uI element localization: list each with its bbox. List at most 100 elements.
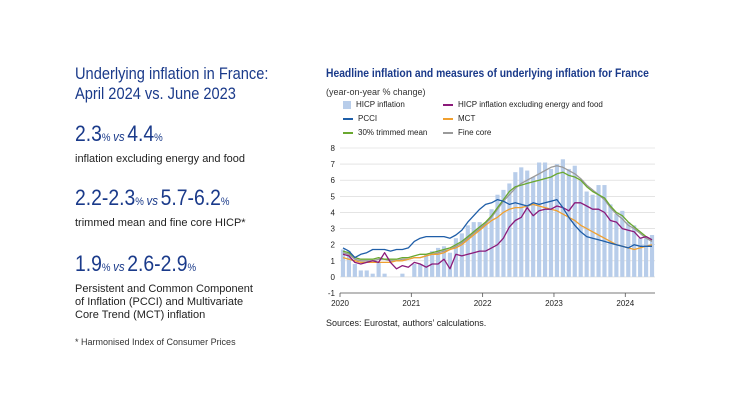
hicp-bar (418, 264, 423, 277)
stat-description-line: of Inflation (PCCI) and Multivariate (75, 296, 244, 308)
legend-item-finecore: Fine core (443, 128, 491, 137)
hicp-bar (566, 168, 571, 277)
y-tick-label: 0 (331, 273, 336, 282)
legend-label: Fine core (458, 128, 492, 137)
hicp-bar (447, 252, 453, 277)
hicp-bar (495, 194, 500, 277)
hicp-bar (424, 254, 429, 277)
vs-label: vs (113, 129, 125, 144)
hicp-bar (525, 170, 530, 277)
hicp-bar (614, 214, 619, 277)
legend-item-pcci: PCCI (343, 114, 377, 123)
y-tick-label: 3 (331, 225, 336, 234)
stat-value: 2.3% vs 4.4% (75, 122, 225, 150)
hicp-bar (352, 264, 357, 277)
hicp-bar (584, 191, 589, 277)
hicp-bar (412, 264, 417, 277)
legend-line-core (443, 103, 453, 106)
hicp-bar (358, 270, 363, 277)
stat-description: inflation excluding energy and food (75, 153, 246, 165)
stat-description-line: Persistent and Common Component (75, 283, 253, 295)
y-tick-label: 5 (331, 192, 336, 201)
hicp-bar (649, 235, 655, 277)
stat-value-june: 4.4 (127, 121, 155, 146)
stat-description-line: Core Trend (MCT) inflation (75, 309, 206, 321)
percent-unit: % (220, 196, 230, 208)
series-line-pcci (342, 198, 652, 259)
stat-value-april: 2.3 (75, 121, 102, 146)
headline-line-1: Underlying inflation in France: (75, 64, 269, 83)
hicp-bar (453, 238, 458, 277)
headline-line-2: April 2024 vs. June 2023 (75, 84, 236, 103)
hicp-bar (459, 233, 464, 277)
summary-headline: Underlying inflation in France: April 20… (75, 64, 290, 104)
hicp-bar (519, 167, 524, 277)
hicp-bar (548, 168, 554, 277)
series-line-hicp-inflation-excluding-energy-and-food (342, 202, 653, 270)
chart-source: Sources: Eurostat, authors’ calculations… (326, 318, 487, 328)
chart-legend: HICP inflation HICP inflation excluding … (343, 100, 673, 140)
hicp-bar (364, 270, 369, 277)
hicp-bar (370, 273, 375, 277)
hicp-bar (632, 225, 637, 277)
legend-label: MCT (458, 114, 476, 123)
chart-plot: -1 0 1 2 3 4 5 6 7 8 2020 2021 2022 2023 2024 (328, 144, 655, 308)
hicp-bar (471, 222, 476, 277)
percent-unit: % (101, 262, 111, 274)
hicp-bar (644, 238, 649, 277)
legend-line-pcci (343, 117, 353, 120)
series-line-30-trimmed-mean (342, 171, 653, 260)
hicp-bar (554, 164, 560, 277)
hicp-bar (537, 162, 542, 277)
percent-unit: % (101, 132, 111, 144)
hicp-bar (501, 189, 506, 277)
hicp-bar (620, 210, 625, 277)
y-tick-label: 6 (331, 176, 336, 185)
hicp-bar (531, 177, 536, 277)
hicp-bar (608, 204, 613, 277)
stat-value-june: 5.7-6.2 (160, 185, 221, 210)
hicp-bar (400, 273, 405, 277)
hicp-bar (489, 209, 494, 277)
hicp-bar (638, 238, 643, 277)
hicp-bar (340, 249, 346, 277)
stat-value-june: 2.6-2.9 (127, 251, 188, 276)
hicp-bar (435, 247, 441, 277)
percent-unit: % (187, 262, 197, 274)
stat-trimmed-mean: 2.2-2.3% vs 5.7-6.2% trimmed mean and fine… (75, 186, 251, 230)
series-line-mct (342, 203, 653, 264)
hicp-bar (483, 223, 488, 277)
x-tick-label: 2023 (545, 299, 563, 308)
vs-label: vs (146, 193, 158, 208)
stat-core-inflation: 2.3% vs 4.4% inflation excluding energy an… (75, 122, 245, 166)
x-tick-label: 2020 (331, 299, 349, 308)
summary-panel: Underlying inflation in France: April 20… (75, 64, 325, 347)
legend-item-hicp: HICP inflation (343, 100, 405, 109)
y-tick-label: 1 (331, 257, 336, 266)
hicp-bar (596, 185, 601, 277)
y-tick-label: 8 (331, 144, 336, 153)
stat-description: Persistent and Common Component of Infla… (75, 283, 253, 322)
y-tick-label: -1 (328, 289, 336, 298)
y-tick-label: 7 (331, 160, 336, 169)
y-tick-label: 4 (331, 208, 336, 217)
percent-unit: % (154, 132, 163, 144)
hicp-bar (382, 273, 387, 277)
stat-value: 1.9% vs 2.6-2.9% (75, 252, 232, 280)
stat-value-april: 2.2-2.3 (75, 185, 136, 210)
hicp-bar (602, 185, 607, 277)
percent-unit: % (135, 196, 144, 208)
chart-title: Headline inflation and measures of under… (326, 66, 649, 80)
stat-value-april: 1.9 (75, 251, 102, 276)
hicp-bar (376, 262, 381, 277)
chart-subtitle: (year-on-year % change) (326, 87, 426, 97)
footnote: * Harmonised Index of Consumer Prices (75, 337, 236, 347)
hicp-bar (477, 222, 482, 277)
legend-label: PCCI (358, 114, 378, 123)
hicp-bar (513, 172, 518, 277)
legend-item-core: HICP inflation excluding energy and food (443, 100, 603, 109)
x-tick-label: 2022 (474, 299, 492, 308)
legend-item-mct: MCT (443, 114, 475, 123)
hicp-bar (346, 251, 351, 277)
stat-pcci-mct: 1.9% vs 2.6-2.9% Persistent and Common Com… (75, 252, 253, 322)
